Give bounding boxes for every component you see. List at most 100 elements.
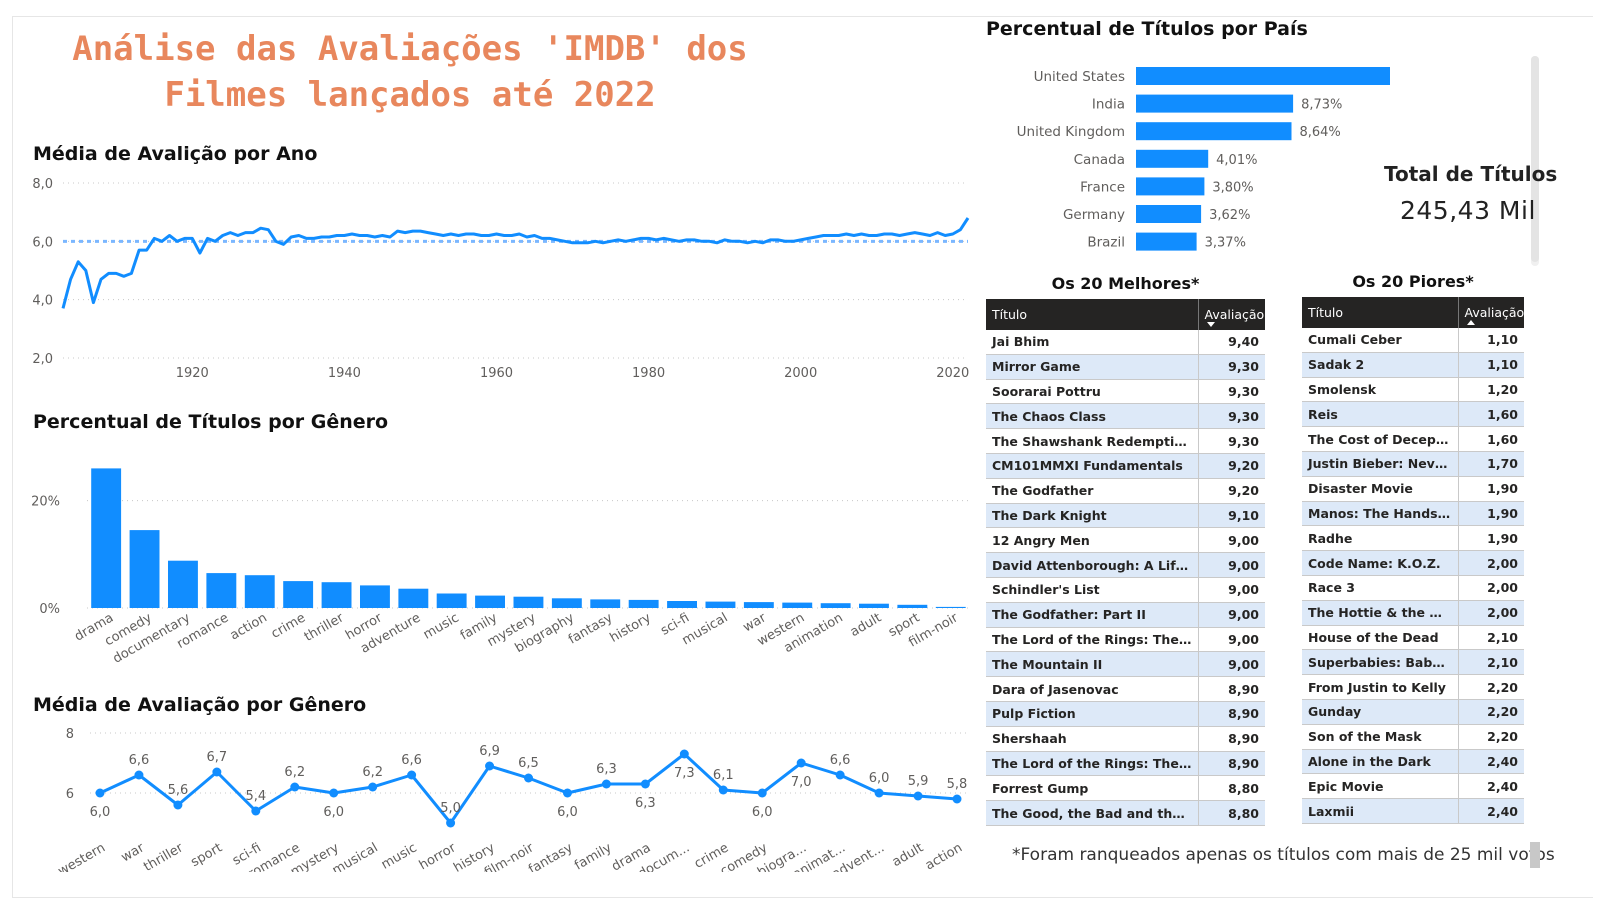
bar-united-kingdom[interactable] <box>1136 122 1292 140</box>
bar-western[interactable] <box>782 603 812 608</box>
page-scroll-indicator[interactable] <box>1530 842 1540 868</box>
bar-india[interactable] <box>1136 95 1293 113</box>
bar-united-states[interactable] <box>1136 67 1390 85</box>
point-sci-fi[interactable] <box>251 807 260 816</box>
worst-table-row[interactable]: Sadak 2 1,10 <box>1302 352 1524 377</box>
best-table-row[interactable]: CM101MMXI Fundamentals 9,20 <box>986 453 1265 478</box>
bar-animation[interactable] <box>821 603 851 608</box>
worst-table-row[interactable]: Radhe 1,90 <box>1302 526 1524 551</box>
sort-desc-icon[interactable] <box>1207 322 1215 327</box>
worst-table-row[interactable]: Laxmii 2,40 <box>1302 799 1524 824</box>
best-table-row[interactable]: The Good, the Bad and the Ugly 8,80 <box>986 801 1265 826</box>
bar-romance[interactable] <box>206 573 236 608</box>
best-table-row[interactable]: The Godfather: Part II 9,00 <box>986 602 1265 627</box>
bar-germany[interactable] <box>1136 205 1201 223</box>
bar-mystery[interactable] <box>514 597 544 608</box>
best-table-row[interactable]: The Lord of the Rings: The Ret...9,00 <box>986 627 1265 652</box>
point-animat...[interactable] <box>836 771 845 780</box>
point-music[interactable] <box>407 771 416 780</box>
point-advent...[interactable] <box>875 789 884 798</box>
bar-drama[interactable] <box>91 468 121 608</box>
bar-history[interactable] <box>629 600 659 608</box>
bar-sci-fi[interactable] <box>667 601 697 608</box>
bar-comedy[interactable] <box>130 530 160 608</box>
country-scrollbar-thumb[interactable] <box>1531 56 1539 262</box>
bar-thriller[interactable] <box>322 582 352 608</box>
point-biogra...[interactable] <box>797 759 806 768</box>
worst-table-row[interactable]: Reis 1,60 <box>1302 402 1524 427</box>
best-table-row[interactable]: 12 Angry Men 9,00 <box>986 528 1265 553</box>
point-adult[interactable] <box>914 792 923 801</box>
point-film-noir[interactable] <box>524 774 533 783</box>
bar-crime[interactable] <box>283 581 313 608</box>
best-table-row[interactable]: The Shawshank Redemption 9,30 <box>986 429 1265 454</box>
best-table-row[interactable]: Schindler's List 9,00 <box>986 577 1265 602</box>
bar-action[interactable] <box>245 575 275 608</box>
worst-col-title[interactable]: Título <box>1302 297 1458 328</box>
best-col-title[interactable]: Título <box>986 299 1198 330</box>
bar-adventure[interactable] <box>398 589 428 608</box>
worst-table-row[interactable]: Code Name: K.O.Z. 2,00 <box>1302 551 1524 576</box>
bar-biography[interactable] <box>552 598 582 608</box>
point-fantasy[interactable] <box>563 789 572 798</box>
point-drama[interactable] <box>641 780 650 789</box>
point-thriller[interactable] <box>173 801 182 810</box>
worst-table-row[interactable]: Cumali Ceber 1,10 <box>1302 328 1524 352</box>
point-docum...[interactable] <box>680 750 689 759</box>
best-table-row[interactable]: The Dark Knight 9,10 <box>986 503 1265 528</box>
series-line[interactable] <box>63 218 968 308</box>
best-table-row[interactable]: The Godfather 9,20 <box>986 478 1265 503</box>
bar-horror[interactable] <box>360 585 390 608</box>
worst-table-row[interactable]: Superbabies: Baby Ge...2,10 <box>1302 650 1524 675</box>
worst-table-row[interactable]: Gunday 2,20 <box>1302 699 1524 724</box>
bar-music[interactable] <box>437 594 467 609</box>
worst-table-row[interactable]: Race 3 2,00 <box>1302 575 1524 600</box>
point-romance[interactable] <box>290 783 299 792</box>
point-crime[interactable] <box>719 786 728 795</box>
best-table-row[interactable]: Mirror Game 9,30 <box>986 354 1265 379</box>
point-action[interactable] <box>953 795 962 804</box>
worst-table-row[interactable]: Justin Bieber: Never ... 1,70 <box>1302 451 1524 476</box>
worst-table-row[interactable]: House of the Dead 2,10 <box>1302 625 1524 650</box>
best-table-row[interactable]: David Attenborough: A Life on... 9,00 <box>986 553 1265 578</box>
bar-war[interactable] <box>744 602 774 608</box>
bar-film-noir[interactable] <box>936 607 966 608</box>
point-musical[interactable] <box>368 783 377 792</box>
best-table-row[interactable]: Soorarai Pottru 9,30 <box>986 379 1265 404</box>
best-table-row[interactable]: Dara of Jasenovac 8,90 <box>986 677 1265 702</box>
point-sport[interactable] <box>212 768 221 777</box>
point-war[interactable] <box>134 771 143 780</box>
point-mystery[interactable] <box>329 789 338 798</box>
bar-sport[interactable] <box>897 605 927 608</box>
bar-family[interactable] <box>475 596 505 608</box>
best-table-row[interactable]: Pulp Fiction 8,90 <box>986 701 1265 726</box>
bar-france[interactable] <box>1136 177 1204 195</box>
worst-table-row[interactable]: Son of the Mask 2,20 <box>1302 724 1524 749</box>
bar-adult[interactable] <box>859 604 889 608</box>
worst-table-row[interactable]: Epic Movie 2,40 <box>1302 774 1524 799</box>
bar-fantasy[interactable] <box>590 599 620 608</box>
genre-avg-line-chart[interactable]: 866,0western6,6war5,6thriller6,7sport5,4… <box>20 722 975 872</box>
bar-canada[interactable] <box>1136 150 1208 168</box>
bar-brazil[interactable] <box>1136 233 1197 251</box>
sort-asc-icon[interactable] <box>1467 320 1475 325</box>
worst-table-row[interactable]: Disaster Movie 1,90 <box>1302 476 1524 501</box>
worst-table-row[interactable]: From Justin to Kelly 2,20 <box>1302 675 1524 700</box>
worst-table-row[interactable]: Smolensk 1,20 <box>1302 377 1524 402</box>
worst-table-row[interactable]: Manos: The Hands of ... 1,90 <box>1302 501 1524 526</box>
best-table-row[interactable]: Forrest Gump 8,80 <box>986 776 1265 801</box>
best-table-row[interactable]: The Mountain II 9,00 <box>986 652 1265 677</box>
point-history[interactable] <box>485 762 494 771</box>
point-western[interactable] <box>96 789 105 798</box>
best-col-rating[interactable]: Avaliação <box>1198 299 1265 330</box>
worst-table-row[interactable]: The Cost of Deception 1,60 <box>1302 427 1524 452</box>
worst-table-row[interactable]: The Hottie & the Not... 2,00 <box>1302 600 1524 625</box>
point-comedy[interactable] <box>758 789 767 798</box>
point-horror[interactable] <box>446 819 455 828</box>
worst-col-rating[interactable]: Avaliação <box>1458 297 1524 328</box>
best-table-row[interactable]: The Chaos Class 9,30 <box>986 404 1265 429</box>
worst-table-row[interactable]: Alone in the Dark 2,40 <box>1302 749 1524 774</box>
bar-documentary[interactable] <box>168 561 198 608</box>
year-line-chart[interactable]: 8,0 6,0 4,0 2,0 1920 1940 1960 1980 2000 2020 <box>20 170 975 385</box>
